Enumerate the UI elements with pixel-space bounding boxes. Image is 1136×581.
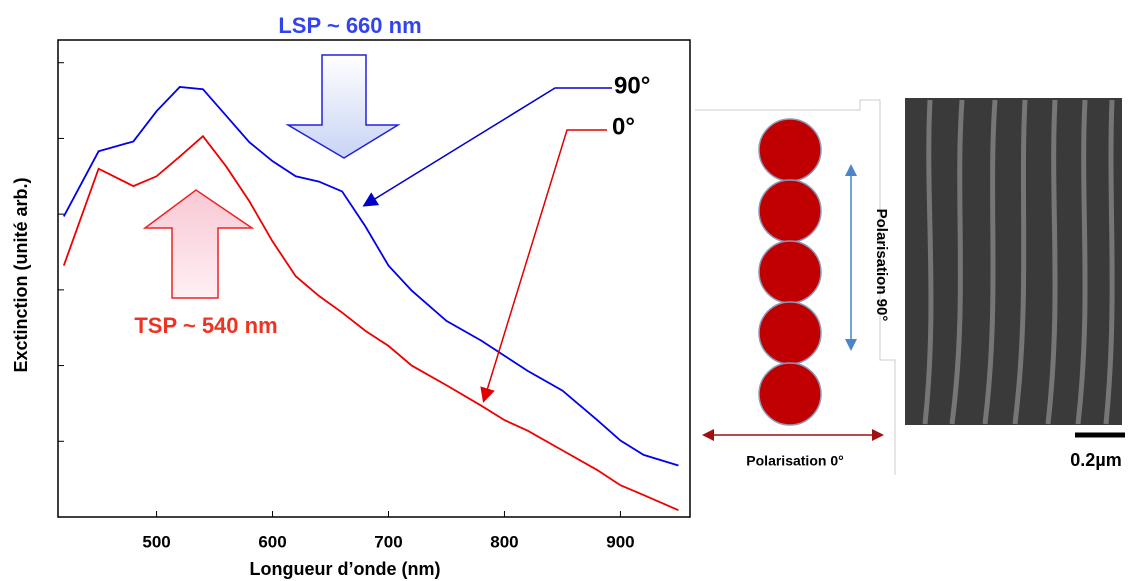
scale-label: 0.2µm	[1070, 450, 1121, 470]
legend-90: 90°	[614, 72, 650, 99]
pointer-90	[362, 87, 612, 207]
x-axis-title: Longueur d’onde (nm)	[250, 559, 441, 579]
pol90-label: Polarisation 90°	[873, 209, 890, 322]
pointer-0	[480, 129, 607, 403]
diagram-frame	[695, 99, 896, 475]
tsp-arrow	[142, 189, 255, 299]
pol0-label: Polarisation 0°	[746, 453, 843, 469]
series-line	[63, 86, 679, 467]
lsp-label: LSP ~ 660 nm	[278, 13, 421, 38]
sem-stripes	[922, 99, 1115, 425]
y-axis-title: Exctinction (unité arb.)	[11, 177, 31, 372]
plot: 500 600 700 800 900	[57, 39, 691, 551]
sem-image	[905, 98, 1122, 425]
x-tick-label: 900	[606, 532, 634, 551]
tsp-label: TSP ~ 540 nm	[134, 313, 277, 338]
legend-0: 0°	[612, 113, 635, 140]
x-tick-label: 500	[142, 532, 170, 551]
plot-frame	[57, 39, 691, 518]
series-line	[62, 134, 679, 512]
particle-chain	[758, 118, 822, 426]
x-tick-label: 600	[258, 532, 286, 551]
x-tick-label: 800	[490, 532, 518, 551]
lsp-arrow	[285, 54, 401, 159]
x-tick-label: 700	[374, 532, 402, 551]
